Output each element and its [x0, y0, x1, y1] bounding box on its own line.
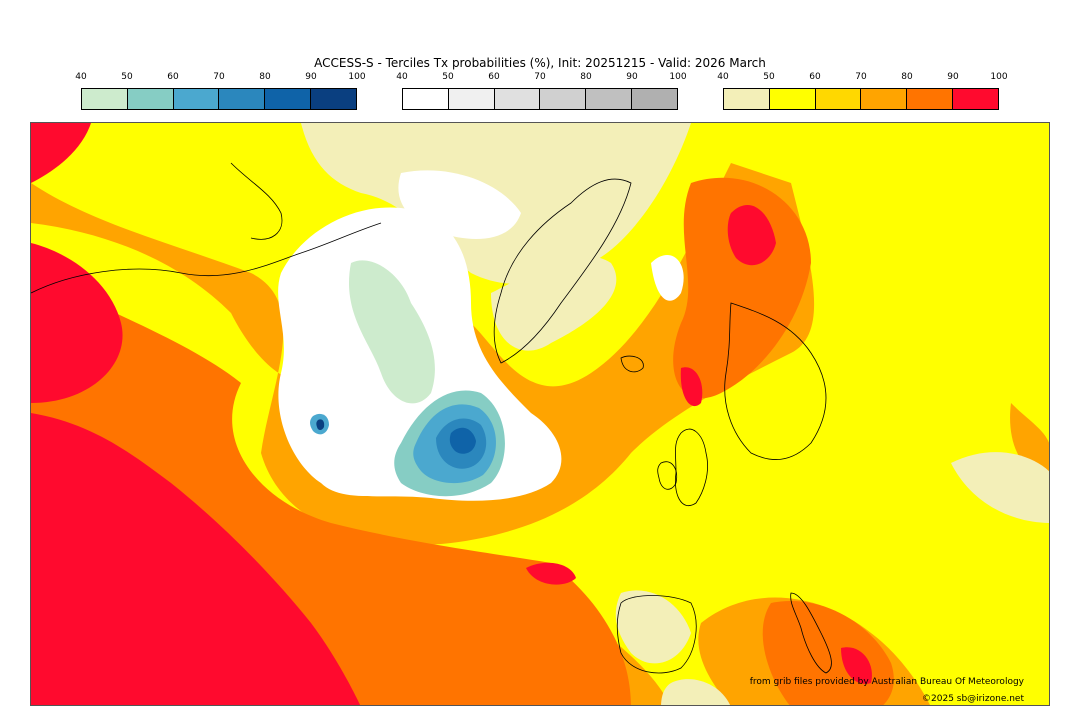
colorbar-tick-label: 60 [167, 72, 179, 82]
colorbar-swatch [632, 89, 677, 109]
colorbar-swatch [540, 89, 587, 109]
colorbar-tick-label: 100 [348, 72, 366, 82]
colorbar-tick-label: 100 [669, 72, 687, 82]
colorbar-swatch [769, 89, 816, 109]
field-orange-east [1010, 403, 1049, 483]
colorbar-tick-label: 50 [442, 72, 454, 82]
field-navy-atlantic [449, 427, 476, 454]
field-white-baffin [651, 254, 684, 301]
field-pale-africa [661, 679, 730, 705]
north-america-coastline [31, 222, 382, 294]
field-darkorange [31, 273, 631, 705]
colorbar-tick-label: 90 [626, 72, 638, 82]
field-red-adriatic [841, 647, 872, 684]
iceland-coastline [620, 355, 644, 373]
colorbar-tick-label: 50 [763, 72, 775, 82]
below-normal-colorbar: 40 50 60 70 80 90 100 [75, 72, 366, 114]
colorbar-tick-label: 70 [855, 72, 867, 82]
colorbar-tick-label: 100 [990, 72, 1008, 82]
colorbar-tick-label: 40 [717, 72, 729, 82]
copyright-notice: ©2025 sb@irizone.net [922, 694, 1024, 704]
britain-coastline [674, 428, 708, 506]
colorbar-swatches [723, 88, 999, 110]
scandinavia-coastline [724, 302, 827, 460]
field-pale-greenland [491, 256, 617, 351]
colorbar-swatch [403, 89, 449, 109]
field-red-west [31, 123, 91, 183]
coastlines [31, 162, 832, 674]
field-pale-iberia [615, 590, 691, 664]
colorbar-swatch [311, 89, 356, 109]
colorbar-swatch [724, 89, 770, 109]
colorbar-swatches [402, 88, 678, 110]
colorbar-tick-label: 80 [259, 72, 271, 82]
colorbar-swatch [861, 89, 908, 109]
colorbar-tick-label: 60 [488, 72, 500, 82]
above-normal-colorbar: 40 50 60 70 80 90 100 [717, 72, 1008, 114]
field-green-arctic [348, 260, 435, 404]
colorbar-swatch [586, 89, 633, 109]
colorbar-swatch [127, 89, 174, 109]
field-darkorange-north [673, 177, 811, 399]
ireland-coastline [657, 461, 678, 490]
colorbar-ticks: 40 50 60 70 80 90 100 [396, 72, 686, 84]
map-title: ACCESS-S - Terciles Tx probabilities (%)… [314, 56, 766, 70]
colorbar-tick-label: 50 [121, 72, 133, 82]
colorbar-tick-label: 60 [809, 72, 821, 82]
italy-coastline [790, 592, 832, 674]
colorbar-swatch [953, 89, 998, 109]
colorbar-ticks: 40 50 60 70 80 90 100 [717, 72, 1007, 84]
data-credit: from grib files provided by Australian B… [749, 677, 1024, 687]
field-red-norway [680, 367, 703, 407]
field-red-atlantic-cell [526, 562, 576, 585]
iberia-coastline [616, 595, 697, 674]
field-red-scandinavia [727, 204, 776, 266]
colorbar-ticks: 40 50 60 70 80 90 100 [75, 72, 365, 84]
colorbar-swatch [173, 89, 220, 109]
hudson-bay-coastline [230, 162, 283, 240]
colorbar-tick-label: 90 [305, 72, 317, 82]
colorbar-swatch [448, 89, 495, 109]
colorbar-tick-label: 80 [580, 72, 592, 82]
colorbar-swatch [265, 89, 312, 109]
colorbar-tick-label: 90 [947, 72, 959, 82]
colorbar-swatch [815, 89, 862, 109]
probability-map [30, 122, 1050, 706]
field-pale-russia [951, 452, 1049, 523]
colorbar-tick-label: 70 [213, 72, 225, 82]
colorbar-tick-label: 80 [901, 72, 913, 82]
field-white-greenland [398, 170, 521, 239]
colorbar-swatch [494, 89, 541, 109]
field-navy-small-cell [316, 419, 325, 430]
colorbar-tick-label: 40 [396, 72, 408, 82]
field-red-atlantic [31, 413, 361, 705]
colorbar-swatch [219, 89, 266, 109]
colorbar-swatches [81, 88, 357, 110]
greenland-coastline [493, 178, 632, 364]
colorbar-swatch [907, 89, 954, 109]
near-normal-colorbar: 40 50 60 70 80 90 100 [396, 72, 687, 114]
colorbar-tick-label: 70 [534, 72, 546, 82]
colorbar-swatch [82, 89, 128, 109]
colorbar-tick-label: 40 [75, 72, 87, 82]
